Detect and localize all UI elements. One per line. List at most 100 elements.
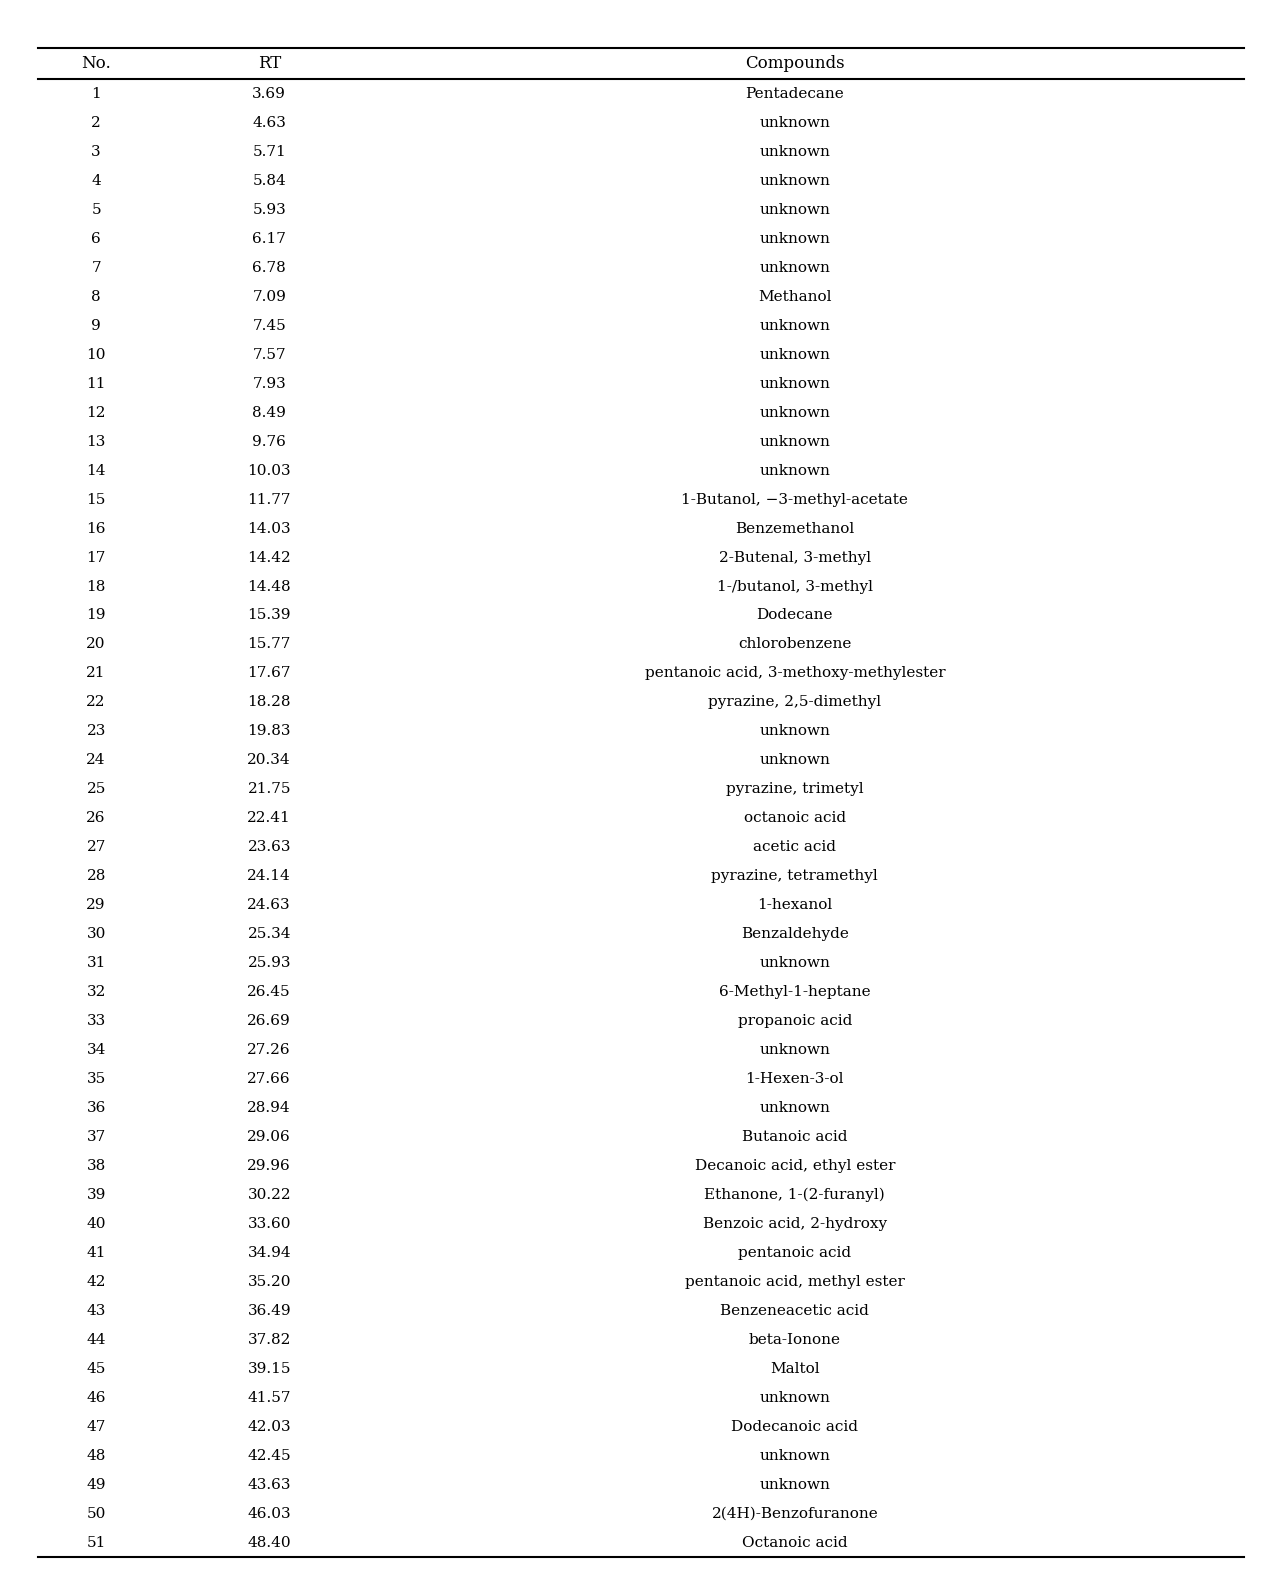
Text: 28: 28 bbox=[86, 869, 106, 883]
Text: 14.03: 14.03 bbox=[247, 522, 291, 536]
Text: 24.63: 24.63 bbox=[247, 898, 291, 912]
Text: 26: 26 bbox=[86, 812, 106, 825]
Text: 14.48: 14.48 bbox=[247, 579, 291, 593]
Text: 7.57: 7.57 bbox=[253, 347, 286, 362]
Text: 10: 10 bbox=[86, 347, 106, 362]
Text: unknown: unknown bbox=[759, 1044, 831, 1058]
Text: unknown: unknown bbox=[759, 319, 831, 333]
Text: 24: 24 bbox=[86, 753, 106, 768]
Text: chlorobenzene: chlorobenzene bbox=[738, 638, 851, 652]
Text: 14.42: 14.42 bbox=[247, 550, 291, 565]
Text: unknown: unknown bbox=[759, 116, 831, 130]
Text: 36: 36 bbox=[86, 1101, 106, 1115]
Text: unknown: unknown bbox=[759, 406, 831, 420]
Text: Pentadecane: Pentadecane bbox=[745, 87, 845, 102]
Text: 9.76: 9.76 bbox=[253, 435, 286, 449]
Text: 5: 5 bbox=[91, 203, 101, 217]
Text: 12: 12 bbox=[86, 406, 106, 420]
Text: 25: 25 bbox=[86, 782, 106, 796]
Text: 30.22: 30.22 bbox=[247, 1188, 291, 1202]
Text: unknown: unknown bbox=[759, 1391, 831, 1405]
Text: 37: 37 bbox=[86, 1131, 106, 1144]
Text: 10.03: 10.03 bbox=[247, 463, 291, 477]
Text: 26.69: 26.69 bbox=[247, 1015, 291, 1028]
Text: Benzoic acid, 2-hydroxy: Benzoic acid, 2-hydroxy bbox=[703, 1216, 887, 1231]
Text: pentanoic acid, 3-methoxy-methylester: pentanoic acid, 3-methoxy-methylester bbox=[645, 666, 945, 680]
Text: 1-Hexen-3-ol: 1-Hexen-3-ol bbox=[746, 1072, 844, 1086]
Text: 17.67: 17.67 bbox=[247, 666, 291, 680]
Text: unknown: unknown bbox=[759, 376, 831, 390]
Text: 30: 30 bbox=[86, 928, 106, 942]
Text: 21: 21 bbox=[86, 666, 106, 680]
Text: Maltol: Maltol bbox=[770, 1362, 819, 1377]
Text: 1-/butanol, 3-methyl: 1-/butanol, 3-methyl bbox=[717, 579, 873, 593]
Text: unknown: unknown bbox=[759, 203, 831, 217]
Text: unknown: unknown bbox=[759, 753, 831, 768]
Text: 7.09: 7.09 bbox=[253, 290, 286, 303]
Text: 14: 14 bbox=[86, 463, 106, 477]
Text: 36.49: 36.49 bbox=[247, 1304, 291, 1318]
Text: 39.15: 39.15 bbox=[247, 1362, 291, 1377]
Text: pentanoic acid: pentanoic acid bbox=[738, 1247, 851, 1261]
Text: unknown: unknown bbox=[759, 956, 831, 971]
Text: 33: 33 bbox=[86, 1015, 106, 1028]
Text: 15.77: 15.77 bbox=[247, 638, 291, 652]
Text: 47: 47 bbox=[86, 1419, 106, 1434]
Text: 42.03: 42.03 bbox=[247, 1419, 291, 1434]
Text: No.: No. bbox=[81, 56, 112, 71]
Text: unknown: unknown bbox=[759, 463, 831, 477]
Text: 34.94: 34.94 bbox=[247, 1247, 291, 1261]
Text: 40: 40 bbox=[86, 1216, 106, 1231]
Text: 11.77: 11.77 bbox=[247, 493, 291, 506]
Text: 19: 19 bbox=[86, 609, 106, 622]
Text: unknown: unknown bbox=[759, 260, 831, 274]
Text: 43.63: 43.63 bbox=[247, 1478, 291, 1492]
Text: unknown: unknown bbox=[759, 1450, 831, 1462]
Text: 1: 1 bbox=[91, 87, 101, 102]
Text: Methanol: Methanol bbox=[758, 290, 832, 303]
Text: Benzeneacetic acid: Benzeneacetic acid bbox=[720, 1304, 869, 1318]
Text: 48: 48 bbox=[86, 1450, 106, 1462]
Text: 27.66: 27.66 bbox=[247, 1072, 291, 1086]
Text: 19.83: 19.83 bbox=[247, 725, 291, 739]
Text: 34: 34 bbox=[86, 1044, 106, 1058]
Text: Dodecanoic acid: Dodecanoic acid bbox=[731, 1419, 859, 1434]
Text: 37.82: 37.82 bbox=[247, 1334, 291, 1347]
Text: 39: 39 bbox=[86, 1188, 106, 1202]
Text: 35: 35 bbox=[86, 1072, 106, 1086]
Text: 6: 6 bbox=[91, 232, 101, 246]
Text: 27: 27 bbox=[86, 841, 106, 855]
Text: 5.93: 5.93 bbox=[253, 203, 286, 217]
Text: 13: 13 bbox=[86, 435, 106, 449]
Text: 44: 44 bbox=[86, 1334, 106, 1347]
Text: 42.45: 42.45 bbox=[247, 1450, 291, 1462]
Text: beta-Ionone: beta-Ionone bbox=[749, 1334, 841, 1347]
Text: 35.20: 35.20 bbox=[247, 1275, 291, 1289]
Text: 25.34: 25.34 bbox=[247, 928, 291, 942]
Text: 38: 38 bbox=[86, 1159, 106, 1174]
Text: 46.03: 46.03 bbox=[247, 1507, 291, 1521]
Text: pyrazine, tetramethyl: pyrazine, tetramethyl bbox=[712, 869, 878, 883]
Text: 7: 7 bbox=[91, 260, 101, 274]
Text: acetic acid: acetic acid bbox=[754, 841, 836, 855]
Text: unknown: unknown bbox=[759, 232, 831, 246]
Text: 2(4H)-Benzofuranone: 2(4H)-Benzofuranone bbox=[712, 1507, 878, 1521]
Text: 1-hexanol: 1-hexanol bbox=[758, 898, 832, 912]
Text: 29: 29 bbox=[86, 898, 106, 912]
Text: 18: 18 bbox=[86, 579, 106, 593]
Text: 26.45: 26.45 bbox=[247, 985, 291, 999]
Text: 20.34: 20.34 bbox=[247, 753, 291, 768]
Text: 51: 51 bbox=[86, 1535, 106, 1550]
Text: 22: 22 bbox=[86, 695, 106, 709]
Text: unknown: unknown bbox=[759, 347, 831, 362]
Text: 28.94: 28.94 bbox=[247, 1101, 291, 1115]
Text: 25.93: 25.93 bbox=[247, 956, 291, 971]
Text: Benzaldehyde: Benzaldehyde bbox=[741, 928, 849, 942]
Text: 8: 8 bbox=[91, 290, 101, 303]
Text: 4: 4 bbox=[91, 174, 101, 187]
Text: 46: 46 bbox=[86, 1391, 106, 1405]
Text: 6-Methyl-1-heptane: 6-Methyl-1-heptane bbox=[719, 985, 870, 999]
Text: 24.14: 24.14 bbox=[247, 869, 291, 883]
Text: 31: 31 bbox=[86, 956, 106, 971]
Text: 3.69: 3.69 bbox=[253, 87, 286, 102]
